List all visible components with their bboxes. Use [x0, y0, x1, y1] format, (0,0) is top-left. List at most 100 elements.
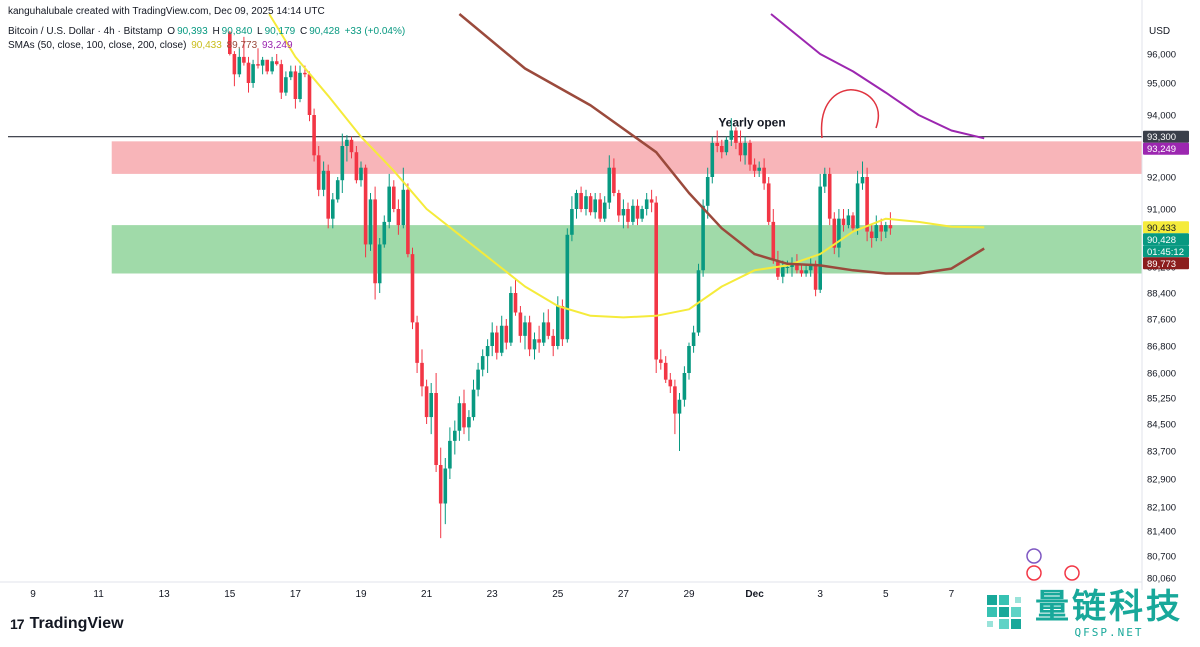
- candle-body: [715, 142, 720, 146]
- candle-body: [232, 54, 237, 75]
- price-label-text: 90,428: [1147, 235, 1176, 246]
- candle-body: [865, 177, 869, 232]
- chart-credit: kanguhalubale created with TradingView.c…: [8, 6, 325, 17]
- candle-body: [265, 59, 269, 72]
- watermark-chinese: 量链科技: [1035, 587, 1183, 627]
- candle-body: [631, 205, 635, 222]
- candle-body: [443, 468, 448, 504]
- candle-body: [851, 215, 855, 229]
- candle-body: [766, 183, 771, 222]
- y-tick-label: 88,400: [1147, 289, 1176, 300]
- candle-body: [574, 193, 579, 209]
- sma100-line: [458, 13, 985, 275]
- tradingview-brand[interactable]: 17 TradingView: [10, 615, 124, 633]
- candle-body: [546, 322, 551, 336]
- candle-body: [762, 167, 766, 184]
- price-label-box: [1143, 221, 1189, 234]
- candle-body: [377, 244, 382, 284]
- candle-body: [387, 186, 392, 222]
- candle-body: [705, 177, 710, 206]
- candle-body: [260, 59, 265, 66]
- candle-body: [513, 293, 518, 313]
- candle-body: [668, 379, 673, 387]
- candle-body: [251, 64, 255, 83]
- candle-body: [691, 332, 696, 346]
- y-tick-label: 83,700: [1147, 447, 1176, 458]
- price-label-text: 90,433: [1147, 223, 1176, 234]
- candle-body: [696, 270, 701, 333]
- candle-body: [270, 61, 274, 72]
- candle-body: [771, 221, 776, 261]
- y-tick-label: 95,000: [1147, 79, 1176, 90]
- candle-body: [293, 71, 298, 99]
- y-tick-label: 84,500: [1147, 420, 1176, 431]
- tradingview-logo-icon: 17: [10, 616, 25, 632]
- x-tick-label: Dec: [745, 589, 764, 600]
- candle-body: [644, 199, 649, 209]
- qfsp-logo-icon: [987, 594, 1021, 629]
- low-value: 90,179: [264, 26, 296, 37]
- candle-body: [846, 215, 851, 226]
- sma100-value: 89,773: [226, 40, 258, 51]
- price-label-text: 01:45:12: [1147, 247, 1184, 258]
- price-label-text: 93,249: [1147, 144, 1176, 155]
- candle-body: [860, 177, 865, 184]
- candle-body: [373, 199, 377, 284]
- candle-body: [598, 199, 602, 219]
- candle-body: [326, 170, 330, 219]
- y-tick-label: 86,000: [1147, 369, 1176, 380]
- candle-body: [359, 167, 363, 181]
- sma200-value: 93,249: [261, 40, 293, 51]
- x-tick-label: 3: [817, 589, 823, 600]
- candle-body: [602, 202, 607, 219]
- high-label: H: [212, 26, 220, 37]
- candle-body: [654, 202, 658, 360]
- candle-body: [518, 312, 523, 336]
- y-tick-label: 80,700: [1147, 552, 1176, 563]
- candle-body: [757, 167, 761, 171]
- candle-body: [274, 61, 279, 65]
- candle-body: [396, 209, 401, 226]
- candle-body: [420, 362, 424, 387]
- candle-body: [307, 74, 312, 115]
- candle-body: [813, 263, 818, 290]
- candle-body: [321, 170, 326, 190]
- candle-body: [316, 155, 321, 190]
- y-tick-label: 80,060: [1147, 574, 1176, 585]
- candle-body: [884, 225, 888, 232]
- sma-legend[interactable]: SMAs (50, close, 100, close, 200, close)…: [8, 40, 295, 51]
- candle-body: [527, 322, 532, 350]
- candle-body: [363, 167, 368, 245]
- y-tick-label: 85,250: [1147, 394, 1176, 405]
- candle-body: [663, 362, 668, 380]
- brand-name: TradingView: [29, 615, 124, 632]
- candle-body: [560, 306, 565, 340]
- candle-body: [415, 322, 419, 363]
- candle-body: [471, 389, 476, 418]
- price-label-box: [1143, 233, 1189, 246]
- open-label: O: [167, 26, 176, 37]
- candle-body: [743, 142, 747, 156]
- resistance-zone: [111, 141, 1143, 174]
- candle-body: [588, 196, 593, 213]
- candle-body: [841, 218, 846, 226]
- candle-body: [752, 164, 757, 171]
- candle-body: [673, 386, 677, 414]
- y-tick-label: 94,000: [1147, 111, 1176, 122]
- candle-body: [556, 306, 560, 346]
- low-label: L: [257, 26, 263, 37]
- candle-body: [246, 62, 251, 83]
- candle-body: [808, 263, 813, 271]
- candle-body: [532, 339, 537, 350]
- x-tick-label: 5: [883, 589, 889, 600]
- candle-body: [855, 183, 860, 229]
- y-tick-label: 87,600: [1147, 315, 1176, 326]
- candle-body: [509, 293, 513, 343]
- candle-body: [462, 403, 466, 428]
- x-tick-label: 9: [30, 589, 36, 600]
- candle-body: [467, 417, 471, 428]
- candle-body: [593, 199, 597, 213]
- candle-body: [658, 359, 663, 363]
- candle-body: [335, 180, 340, 200]
